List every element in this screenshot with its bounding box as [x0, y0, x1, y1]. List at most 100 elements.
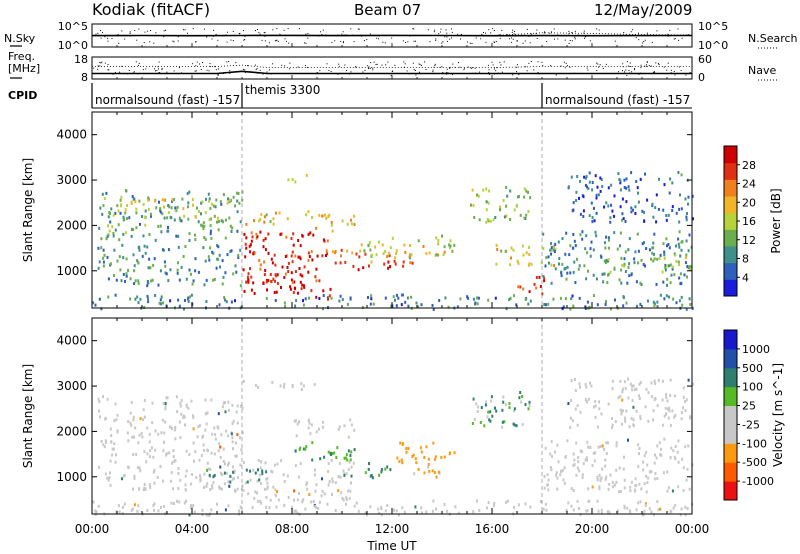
range-gate-cell — [552, 248, 555, 252]
scatter-dot — [191, 63, 193, 65]
scatter-dot — [101, 61, 103, 63]
range-gate-cell — [215, 198, 218, 202]
scatter-dot — [653, 71, 655, 73]
range-gate-cell — [394, 262, 397, 266]
range-gate-cell — [630, 416, 633, 420]
range-gate-cell — [355, 252, 358, 256]
range-gate-cell — [342, 469, 345, 473]
range-gate-cell — [349, 454, 352, 457]
range-gate-cell — [102, 256, 105, 260]
range-gate-cell — [227, 197, 229, 201]
scatter-dot — [644, 39, 646, 41]
range-gate-cell — [619, 205, 622, 209]
range-gate-cell — [224, 508, 227, 512]
range-gate-cell — [353, 214, 355, 218]
range-gate-cell — [138, 466, 141, 470]
range-gate-cell — [394, 298, 396, 302]
range-gate-cell — [159, 298, 162, 302]
range-gate-cell — [184, 474, 187, 478]
range-gate-cell — [263, 260, 266, 264]
range-gate-cell — [206, 482, 209, 486]
range-gate-cell — [353, 223, 356, 226]
range-gate-cell — [539, 285, 542, 288]
scatter-dot — [129, 31, 131, 33]
range-gate-cell — [428, 251, 431, 255]
range-gate-cell — [308, 296, 310, 300]
range-gate-cell — [619, 244, 621, 248]
range-gate-cell — [220, 471, 222, 475]
range-gate-cell — [276, 282, 279, 285]
range-gate-cell — [184, 299, 186, 302]
range-gate-cell — [252, 468, 255, 472]
scatter-dot — [441, 66, 443, 68]
range-gate-cell — [663, 414, 666, 418]
range-gate-cell — [213, 473, 216, 477]
range-gate-cell — [127, 420, 130, 424]
range-gate-cell — [621, 409, 624, 413]
range-gate-cell — [572, 463, 575, 467]
range-gate-cell — [593, 219, 596, 223]
range-gate-cell — [519, 391, 522, 394]
range-gate-cell — [504, 403, 507, 407]
velocity-colorbar-swatch — [724, 424, 737, 444]
range-gate-cell — [592, 273, 595, 277]
scatter-dot — [138, 62, 140, 64]
range-gate-cell — [427, 463, 430, 466]
range-gate-cell — [252, 281, 255, 285]
range-gate-cell — [112, 213, 115, 217]
range-gate-cell — [647, 476, 650, 480]
range-gate-cell — [517, 503, 520, 507]
range-gate-cell — [594, 404, 597, 408]
range-gate-cell — [341, 496, 344, 500]
scatter-dot — [209, 63, 211, 65]
range-gate-cell — [384, 250, 387, 253]
scatter-dot — [373, 61, 375, 63]
range-gate-cell — [606, 281, 609, 285]
scatter-dot — [155, 70, 157, 72]
range-gate-cell — [166, 396, 169, 400]
range-gate-cell — [225, 300, 228, 304]
range-gate-cell — [613, 483, 616, 487]
range-gate-cell — [228, 461, 230, 465]
range-gate-cell — [600, 476, 603, 480]
scatter-dot — [335, 35, 337, 37]
scatter-dot — [495, 35, 497, 37]
range-gate-cell — [229, 250, 232, 254]
range-gate-cell — [113, 442, 116, 446]
range-gate-cell — [545, 508, 548, 512]
scatter-dot — [497, 72, 499, 74]
scatter-dot — [434, 29, 436, 31]
range-gate-cell — [413, 472, 416, 476]
range-gate-cell — [152, 470, 155, 474]
range-gate-cell — [328, 213, 331, 217]
range-gate-cell — [136, 466, 139, 469]
range-gate-cell — [555, 471, 558, 475]
range-gate-cell — [273, 291, 276, 294]
range-gate-cell — [178, 216, 181, 220]
range-gate-cell — [130, 509, 133, 513]
range-gate-cell — [106, 255, 109, 259]
range-gate-cell — [274, 211, 277, 215]
scatter-dot — [225, 34, 227, 36]
range-gate-cell — [245, 246, 248, 250]
range-gate-cell — [427, 457, 430, 461]
range-gate-cell — [435, 475, 438, 479]
range-gate-cell — [280, 459, 283, 463]
scatter-dot — [492, 64, 494, 66]
range-gate-cell — [158, 301, 161, 305]
scatter-dot — [458, 62, 460, 64]
range-gate-cell — [434, 253, 437, 257]
scatter-dot — [142, 69, 144, 71]
range-gate-cell — [661, 398, 664, 402]
range-gate-cell — [258, 478, 261, 482]
range-gate-cell — [629, 485, 632, 489]
range-gate-cell — [635, 409, 638, 413]
range-gate-cell — [619, 181, 622, 185]
range-gate-cell — [689, 415, 692, 419]
range-gate-cell — [234, 488, 236, 492]
scatter-dot — [405, 42, 407, 44]
range-gate-cell — [489, 410, 492, 414]
range-gate-cell — [291, 281, 294, 285]
range-gate-cell — [212, 475, 215, 479]
scatter-dot — [390, 74, 392, 76]
